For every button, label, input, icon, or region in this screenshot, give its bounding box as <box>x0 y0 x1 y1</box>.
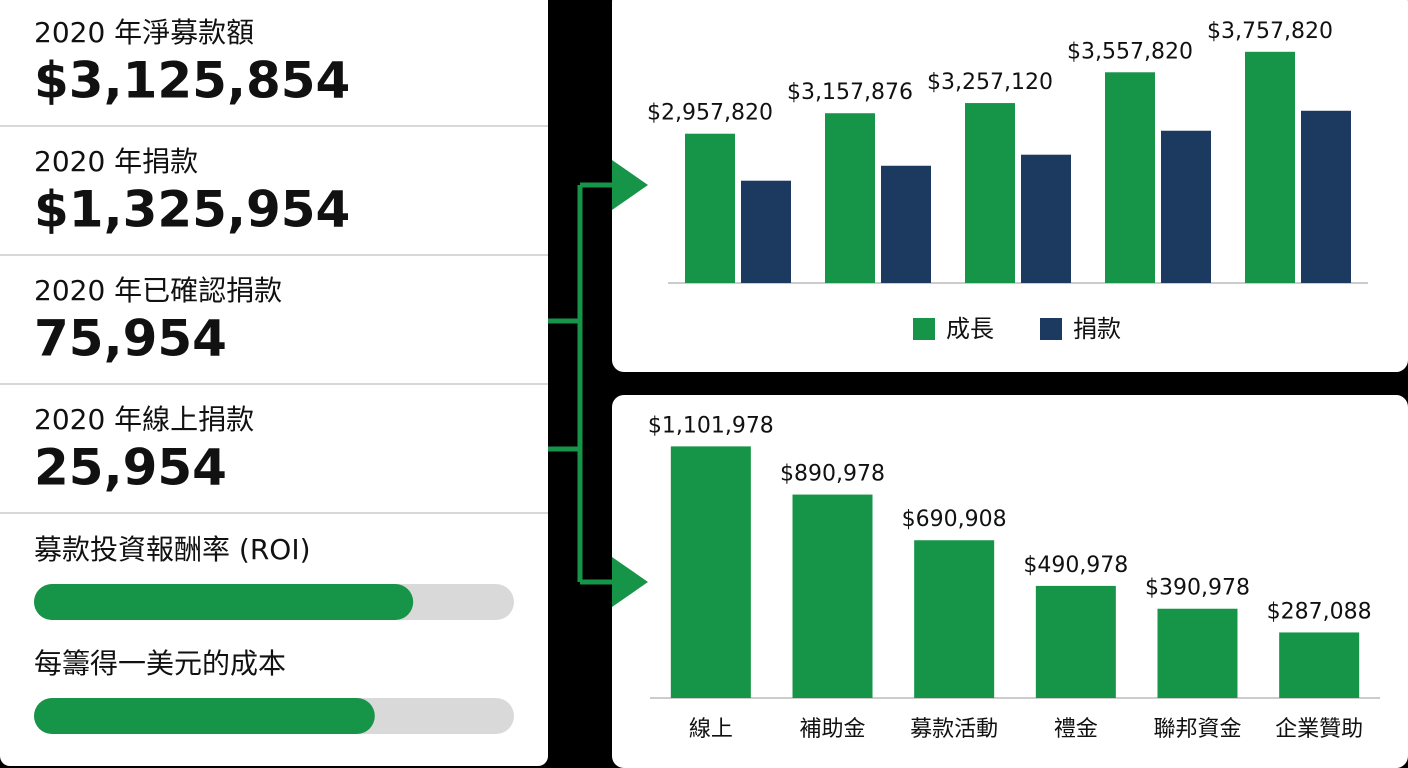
connector <box>548 182 615 585</box>
legend-label: 捐款 <box>1073 315 1121 343</box>
kpi-label: 2020 年線上捐款 <box>34 403 254 436</box>
bar <box>1021 154 1071 283</box>
connector-arrow <box>612 160 648 607</box>
progress-fill <box>34 698 375 734</box>
value-label: $890,978 <box>780 462 885 487</box>
bar <box>1157 608 1238 698</box>
bar <box>1279 632 1360 698</box>
x-tick-label: 企業贊助 <box>1275 717 1363 742</box>
value-label: $3,257,120 <box>927 70 1053 95</box>
bar <box>881 165 931 283</box>
value-label: $690,908 <box>902 507 1007 532</box>
kpi-value: 75,954 <box>34 310 227 368</box>
bar <box>914 540 995 698</box>
value-label: $2,957,820 <box>647 101 773 126</box>
progress-fill <box>34 584 414 620</box>
bar <box>1105 72 1155 283</box>
kpi-card <box>0 0 548 766</box>
bar <box>685 133 735 283</box>
bar <box>792 494 873 698</box>
progress-label: 募款投資報酬率 (ROI) <box>34 533 311 566</box>
legend-swatch <box>1040 318 1062 340</box>
bar <box>741 180 791 283</box>
legend-swatch <box>913 318 935 340</box>
kpi-label: 2020 年已確認捐款 <box>34 274 282 307</box>
x-tick-label: 補助金 <box>799 717 865 742</box>
bar <box>1161 130 1211 283</box>
x-tick-label: 禮金 <box>1054 717 1098 742</box>
value-label: $3,557,820 <box>1067 39 1193 64</box>
progress-label: 每籌得一美元的成本 <box>34 647 286 680</box>
kpi-label: 2020 年捐款 <box>34 145 198 178</box>
kpi-value: $3,125,854 <box>34 52 350 110</box>
bar <box>825 113 875 284</box>
bar <box>1301 110 1351 283</box>
value-label: $490,978 <box>1023 553 1128 578</box>
kpi-value: $1,325,954 <box>34 181 350 239</box>
dividers <box>0 125 548 514</box>
kpi-label: 2020 年淨募款額 <box>34 16 254 49</box>
legend-label: 成長 <box>946 315 994 343</box>
kpi-value: 25,954 <box>34 439 227 497</box>
value-label: $287,088 <box>1267 599 1372 624</box>
bar <box>1245 51 1295 284</box>
x-tick-label: 募款活動 <box>910 717 998 742</box>
x-tick-label: 線上 <box>689 717 733 742</box>
value-label: $390,978 <box>1145 576 1250 601</box>
bar <box>670 446 751 698</box>
bar <box>965 103 1015 283</box>
bar <box>1035 585 1116 698</box>
x-tick-label: 聯邦資金 <box>1153 717 1241 742</box>
value-label: $3,157,876 <box>787 80 913 105</box>
value-label: $3,757,820 <box>1207 19 1333 44</box>
value-label: $1,101,978 <box>648 413 774 438</box>
